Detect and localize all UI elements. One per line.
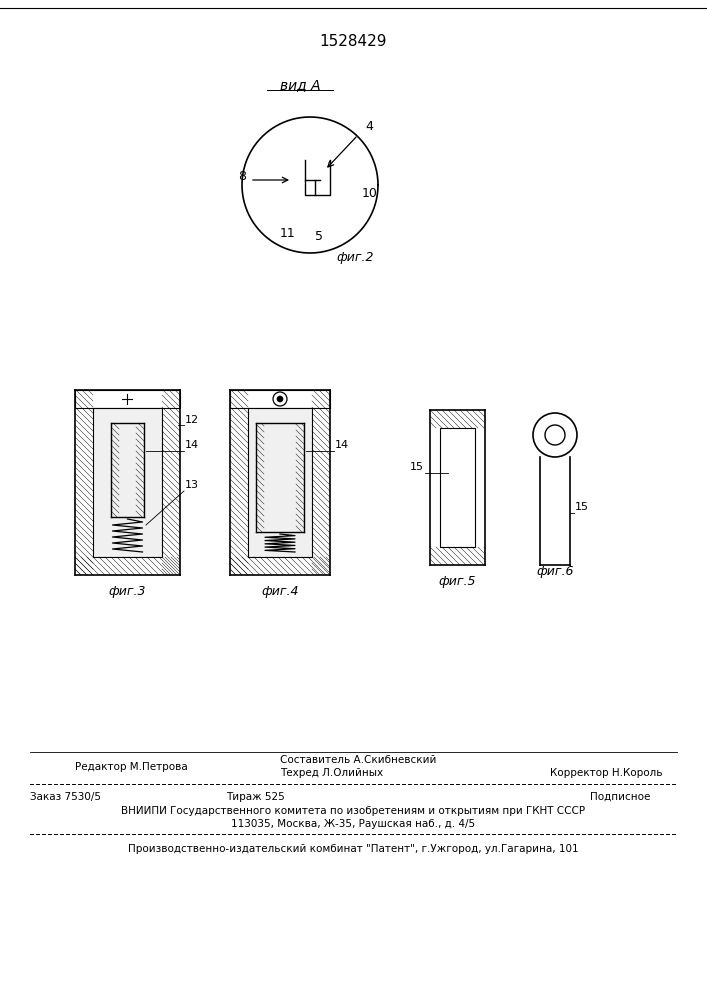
Text: 14: 14 (185, 440, 199, 450)
Bar (440, 428, 475, 547)
Text: 12: 12 (185, 415, 199, 425)
Bar (75, 390, 180, 408)
Text: фиг.5: фиг.5 (438, 575, 476, 588)
Text: фиг.3: фиг.3 (108, 585, 146, 598)
Text: Техред Л.Олийных: Техред Л.Олийных (280, 768, 383, 778)
Text: фиг.6: фиг.6 (536, 565, 574, 578)
Text: 4: 4 (365, 120, 373, 133)
Text: 14: 14 (335, 440, 349, 450)
Text: 11: 11 (280, 227, 296, 240)
Text: Заказ 7530/5: Заказ 7530/5 (30, 792, 101, 802)
Text: вид А: вид А (280, 78, 320, 92)
Bar (230, 390, 330, 408)
Text: 113035, Москва, Ж-35, Раушская наб., д. 4/5: 113035, Москва, Ж-35, Раушская наб., д. … (231, 819, 475, 829)
Circle shape (277, 396, 283, 402)
Bar (93, 408, 162, 557)
Text: фиг.4: фиг.4 (262, 585, 299, 598)
Text: 10: 10 (362, 187, 378, 200)
Text: Корректор Н.Король: Корректор Н.Король (550, 768, 662, 778)
Text: Подписное: Подписное (590, 792, 650, 802)
Text: Тираж 525: Тираж 525 (226, 792, 284, 802)
Text: 15: 15 (410, 462, 424, 472)
Text: 8: 8 (238, 170, 246, 183)
Text: 15: 15 (575, 502, 589, 512)
Text: Редактор М.Петрова: Редактор М.Петрова (75, 762, 188, 772)
Text: Составитель А.Скибневский: Составитель А.Скибневский (280, 755, 436, 765)
Bar (248, 408, 312, 557)
Text: 1528429: 1528429 (320, 34, 387, 49)
Text: 13: 13 (185, 480, 199, 490)
Text: Производственно-издательский комбинат "Патент", г.Ужгород, ул.Гагарина, 101: Производственно-издательский комбинат "П… (128, 844, 578, 854)
Text: ВНИИПИ Государственного комитета по изобретениям и открытиям при ГКНТ СССР: ВНИИПИ Государственного комитета по изоб… (121, 806, 585, 816)
Text: 5: 5 (315, 230, 323, 243)
Text: фиг.2: фиг.2 (337, 250, 374, 263)
